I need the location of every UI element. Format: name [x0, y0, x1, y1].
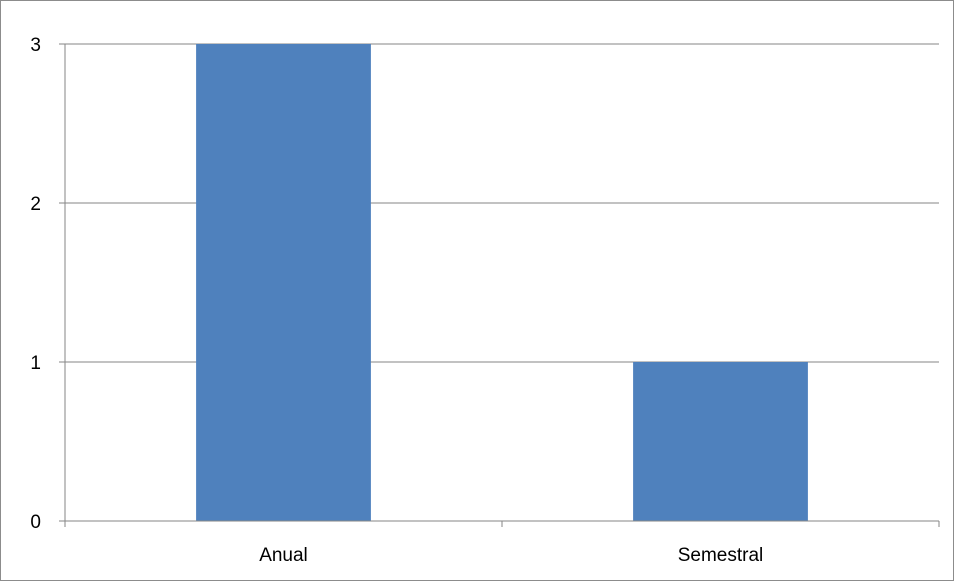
x-tick-label: Semestral [678, 545, 764, 566]
tick-labels: 0 1 2 3 Anual Semestral [30, 35, 763, 566]
bars [196, 44, 808, 521]
y-tick-label: 0 [30, 512, 41, 533]
x-tick-label: Anual [259, 545, 308, 566]
bar-anual [196, 44, 371, 521]
axes [59, 43, 940, 527]
y-tick-label: 1 [30, 353, 41, 374]
bar-semestral [633, 362, 808, 521]
y-tick-label: 3 [30, 35, 41, 56]
y-tick-label: 2 [30, 194, 41, 215]
